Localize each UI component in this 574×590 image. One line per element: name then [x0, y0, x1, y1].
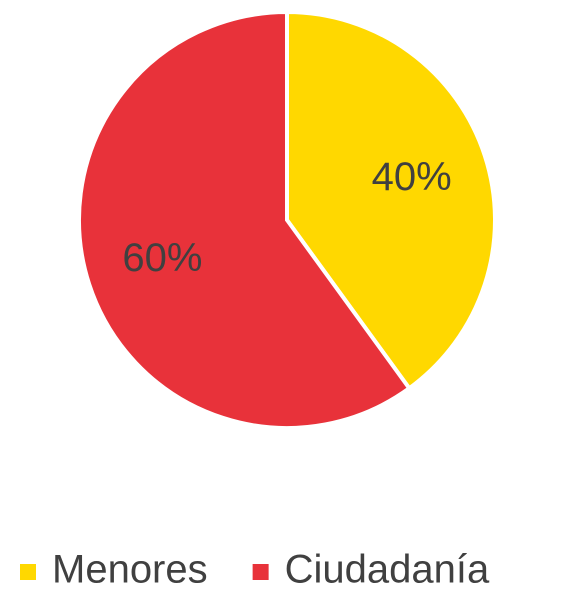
- legend-label: Ciudadanía: [285, 548, 490, 590]
- data-label: 60%: [122, 236, 202, 280]
- legend-marker: [20, 564, 36, 580]
- data-label: 40%: [372, 155, 452, 199]
- legend-label: Menores: [52, 548, 208, 590]
- legend-marker: [252, 564, 269, 580]
- pie-slice: [285, 9, 497, 392]
- pie-slice: [77, 9, 413, 430]
